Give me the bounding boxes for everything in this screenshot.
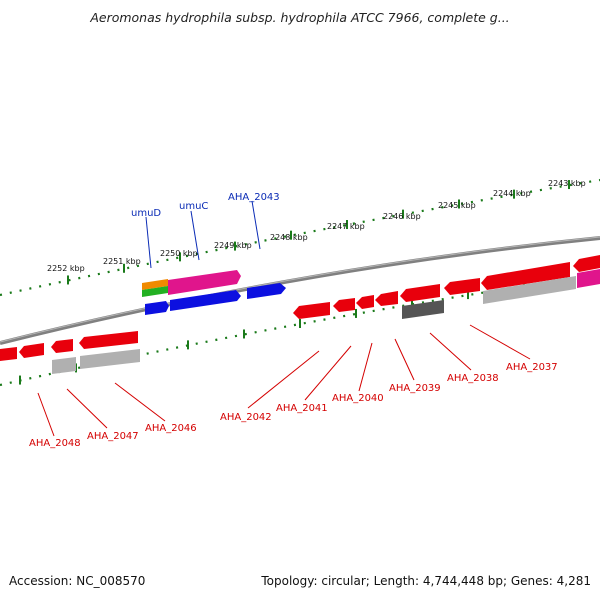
gene-AHA_2043[interactable] bbox=[247, 283, 286, 299]
gene-label: AHA_2037 bbox=[506, 362, 558, 373]
gene-red[interactable] bbox=[79, 331, 138, 349]
map-title: Aeromonas hydrophila subsp. hydrophila A… bbox=[90, 10, 510, 25]
gene-umuC[interactable] bbox=[168, 270, 241, 295]
gene-red[interactable] bbox=[573, 255, 600, 272]
gene-gray[interactable] bbox=[483, 276, 576, 304]
genome-backbone bbox=[0, 236, 600, 345]
gene-label: AHA_2038 bbox=[447, 373, 499, 384]
kbp-label: 2246 kbp bbox=[383, 212, 421, 221]
gene-blue-1[interactable] bbox=[145, 301, 169, 315]
gene-AHA_2042[interactable] bbox=[293, 302, 330, 319]
genome-summary: Topology: circular; Length: 4,744,448 bp… bbox=[261, 574, 591, 588]
kbp-label: 2250 kbp bbox=[160, 249, 198, 258]
gene-AHA_2038[interactable] bbox=[402, 300, 444, 319]
gene-label: umuC bbox=[179, 201, 208, 212]
kbp-label: 2251 kbp bbox=[103, 257, 141, 266]
gene-label: AHA_2039 bbox=[389, 383, 441, 394]
gene-label: AHA_2046 bbox=[145, 423, 197, 434]
kbp-label: 2245 kbp bbox=[438, 201, 476, 210]
gene-label: AHA_2042 bbox=[220, 412, 272, 423]
gene-label: AHA_2048 bbox=[29, 438, 81, 449]
genome-backbone-highlight bbox=[0, 236, 600, 343]
kbp-labels: 2252 kbp 2251 kbp 2250 kbp 2249 kbp 2248… bbox=[47, 179, 586, 273]
kbp-label: 2247 kbp bbox=[327, 222, 365, 231]
gene-blue-2[interactable] bbox=[170, 290, 241, 311]
accession-text: Accession: NC_008570 bbox=[9, 574, 146, 588]
kbp-label: 2248 kbp bbox=[270, 233, 308, 242]
gene-AHA_2041[interactable] bbox=[333, 298, 355, 312]
gene-red[interactable] bbox=[19, 343, 44, 358]
gene-gray[interactable] bbox=[52, 357, 76, 374]
gene-label: AHA_2040 bbox=[332, 393, 384, 404]
gene-label: AHA_2043 bbox=[228, 192, 280, 203]
gene-red[interactable] bbox=[51, 339, 73, 353]
gene-red[interactable] bbox=[0, 347, 17, 361]
gene-umuD-orange[interactable] bbox=[142, 279, 168, 290]
kbp-label: 2244 kbp bbox=[493, 189, 531, 198]
gene-AHA_2040[interactable] bbox=[356, 295, 374, 309]
gene-pink[interactable] bbox=[577, 269, 600, 288]
gene-label: AHA_2047 bbox=[87, 431, 139, 442]
lower-genes bbox=[0, 255, 600, 374]
gene-gray[interactable] bbox=[80, 349, 140, 369]
kbp-label: 2249 kbp bbox=[214, 241, 252, 250]
gene-AHA_2039[interactable] bbox=[375, 291, 398, 306]
gene-red[interactable] bbox=[400, 284, 440, 302]
kbp-label: 2252 kbp bbox=[47, 264, 85, 273]
label-connectors bbox=[37, 200, 531, 437]
gene-red[interactable] bbox=[444, 278, 480, 295]
gene-label: AHA_2041 bbox=[276, 403, 328, 414]
upper-genes bbox=[142, 270, 286, 315]
gene-umuD-green[interactable] bbox=[142, 286, 168, 297]
gene-label: umuD bbox=[131, 208, 161, 219]
kbp-label: 2243 kbp bbox=[548, 179, 586, 188]
gene-AHA_2037[interactable] bbox=[481, 262, 570, 290]
